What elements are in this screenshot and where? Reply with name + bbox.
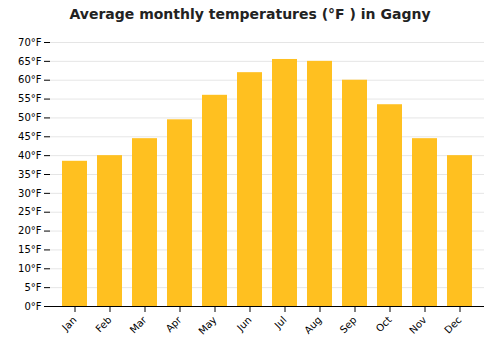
svg-text:Sep: Sep (338, 314, 359, 335)
svg-text:70°F: 70°F (18, 37, 42, 48)
svg-text:Nov: Nov (407, 314, 429, 336)
svg-text:35°F: 35°F (18, 169, 42, 180)
svg-text:Jul: Jul (272, 314, 289, 331)
svg-text:40°F: 40°F (18, 150, 42, 161)
svg-text:May: May (196, 314, 218, 336)
svg-text:25°F: 25°F (18, 206, 42, 217)
svg-text:60°F: 60°F (18, 74, 42, 85)
svg-text:Apr: Apr (164, 314, 185, 335)
svg-text:Aug: Aug (302, 314, 324, 336)
svg-text:0°F: 0°F (24, 301, 41, 312)
svg-text:65°F: 65°F (18, 56, 42, 67)
svg-text:Feb: Feb (93, 314, 113, 334)
svg-text:50°F: 50°F (18, 112, 42, 123)
svg-text:Oct: Oct (374, 314, 394, 334)
svg-text:Mar: Mar (128, 314, 150, 336)
svg-text:Dec: Dec (442, 314, 463, 335)
svg-text:Jan: Jan (59, 314, 78, 333)
svg-text:45°F: 45°F (18, 131, 42, 142)
svg-text:15°F: 15°F (18, 244, 42, 255)
svg-text:5°F: 5°F (24, 282, 41, 293)
svg-text:55°F: 55°F (18, 93, 42, 104)
html-text:Average monthly temperatures (: Average monthly temperatures (°F ) in Ga… (69, 6, 431, 22)
svg-text:10°F: 10°F (18, 263, 42, 274)
svg-text:20°F: 20°F (18, 225, 42, 236)
svg-text:Jun: Jun (234, 314, 254, 334)
svg-text:30°F: 30°F (18, 188, 42, 199)
